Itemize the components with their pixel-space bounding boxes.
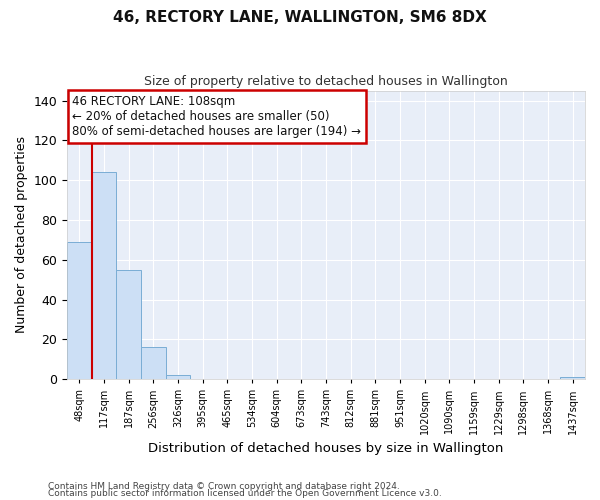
X-axis label: Distribution of detached houses by size in Wallington: Distribution of detached houses by size …	[148, 442, 504, 455]
Bar	[166, 375, 190, 379]
Bar	[116, 270, 141, 379]
Text: Contains HM Land Registry data © Crown copyright and database right 2024.: Contains HM Land Registry data © Crown c…	[48, 482, 400, 491]
Text: Contains public sector information licensed under the Open Government Licence v3: Contains public sector information licen…	[48, 490, 442, 498]
Bar	[141, 348, 166, 379]
Bar	[92, 172, 116, 379]
Text: 46, RECTORY LANE, WALLINGTON, SM6 8DX: 46, RECTORY LANE, WALLINGTON, SM6 8DX	[113, 10, 487, 25]
Y-axis label: Number of detached properties: Number of detached properties	[15, 136, 28, 334]
Bar	[560, 377, 585, 379]
Text: 46 RECTORY LANE: 108sqm
← 20% of detached houses are smaller (50)
80% of semi-de: 46 RECTORY LANE: 108sqm ← 20% of detache…	[73, 95, 361, 138]
Title: Size of property relative to detached houses in Wallington: Size of property relative to detached ho…	[144, 75, 508, 88]
Bar	[67, 242, 92, 379]
